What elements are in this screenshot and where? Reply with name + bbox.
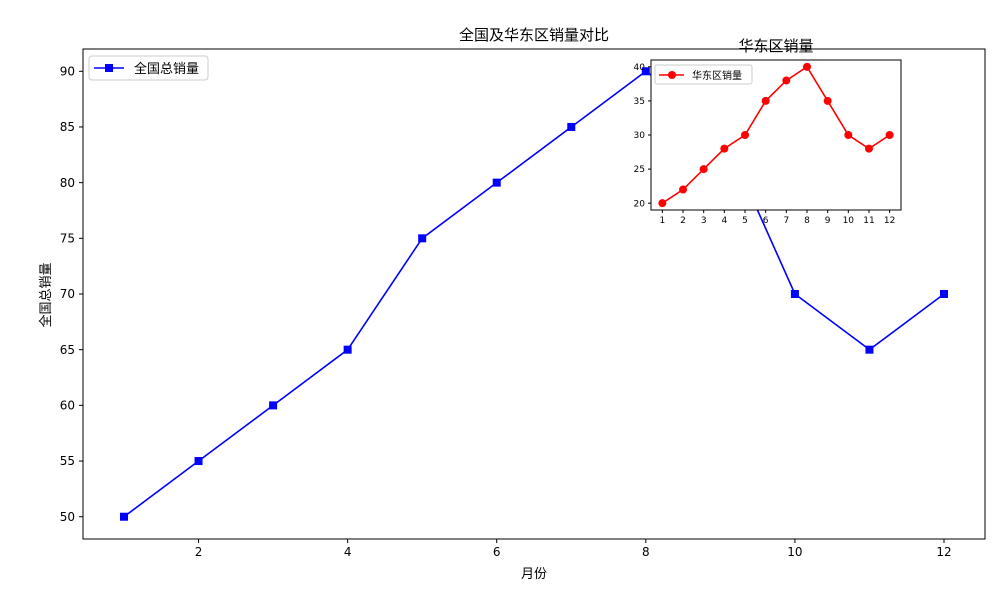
inset-title: 华东区销量 (738, 37, 813, 55)
main-y-tick-label: 80 (60, 176, 75, 190)
inset-data-point (679, 185, 688, 194)
main-data-point (194, 457, 203, 466)
main-data-point (567, 122, 576, 131)
inset-data-point (864, 144, 873, 153)
main-y-axis-label: 全国总销量 (38, 262, 54, 327)
inset-legend-label: 华东区销量 (692, 69, 742, 82)
main-x-axis-label: 月份 (521, 567, 547, 582)
main-x-tick-label: 12 (936, 545, 951, 559)
main-legend-label: 全国总销量 (134, 61, 199, 77)
inset-x-tick-label: 8 (804, 216, 810, 226)
inset-y-tick-label: 25 (634, 165, 645, 175)
inset-x-tick-label: 10 (843, 216, 855, 226)
inset-x-tick-label: 9 (825, 216, 831, 226)
inset-x-tick-label: 12 (884, 216, 895, 226)
main-data-point (120, 512, 128, 521)
inset-data-point (741, 131, 750, 139)
inset-x-tick-label: 6 (763, 216, 769, 226)
main-data-point (790, 290, 799, 298)
main-data-point (865, 345, 874, 354)
main-series-line (123, 70, 945, 518)
inset-data-point (885, 131, 894, 139)
inset-data-point (720, 144, 729, 153)
inset-series-line (661, 65, 891, 204)
main-data-point (343, 345, 352, 354)
main-y-tick-label: 55 (60, 454, 75, 468)
main-x-tick-label: 10 (787, 545, 802, 559)
main-data-point (492, 178, 501, 187)
main-legend-marker (105, 64, 113, 72)
inset-data-point (782, 76, 791, 85)
main-y-tick-label: 50 (60, 510, 75, 524)
inset-x-tick-label: 1 (659, 216, 665, 226)
main-legend: 全国总销量 (88, 55, 209, 81)
inset-legend: 华东区销量 (654, 64, 753, 85)
main-data-point (269, 401, 278, 410)
main-title: 全国及华东区销量对比 (459, 26, 609, 44)
main-data-point (418, 234, 427, 243)
inset-x-tick-label: 4 (721, 216, 727, 226)
inset-legend-box (654, 64, 753, 85)
main-x-tick-label: 6 (493, 545, 501, 559)
inset-y-tick-label: 35 (634, 97, 645, 107)
inset-x-tick-label: 3 (701, 216, 707, 226)
inset-y-tick-label: 30 (634, 131, 646, 141)
main-data-point (641, 67, 650, 76)
main-x-tick-label: 4 (344, 545, 352, 559)
main-x-tick-label: 8 (642, 545, 650, 559)
inset-legend-marker (668, 71, 676, 79)
inset-y-tick-label: 20 (634, 199, 646, 209)
inset-data-point (823, 96, 832, 105)
inset-y-tick-label: 40 (634, 63, 646, 73)
main-x-tick-label: 2 (195, 545, 203, 559)
inset-x-tick-label: 11 (863, 216, 874, 226)
main-legend-box (88, 55, 209, 81)
main-y-tick-label: 75 (60, 232, 75, 246)
inset-x-tick-label: 5 (742, 216, 748, 226)
main-y-tick-label: 90 (60, 64, 75, 78)
main-data-point (940, 290, 948, 298)
main-y-tick-label: 85 (60, 120, 75, 134)
main-y-tick-label: 70 (60, 287, 75, 301)
inset-x-tick-label: 2 (680, 216, 686, 226)
inset-data-point (844, 131, 853, 139)
inset-data-point (802, 62, 811, 71)
inset-data-point (699, 165, 708, 174)
inset-data-point (658, 199, 667, 208)
main-y-tick-label: 65 (60, 343, 75, 357)
inset-x-tick-label: 7 (783, 216, 789, 226)
inset-data-point (761, 96, 770, 105)
main-y-tick-label: 60 (60, 399, 75, 413)
inset-plot-frame (650, 59, 902, 211)
